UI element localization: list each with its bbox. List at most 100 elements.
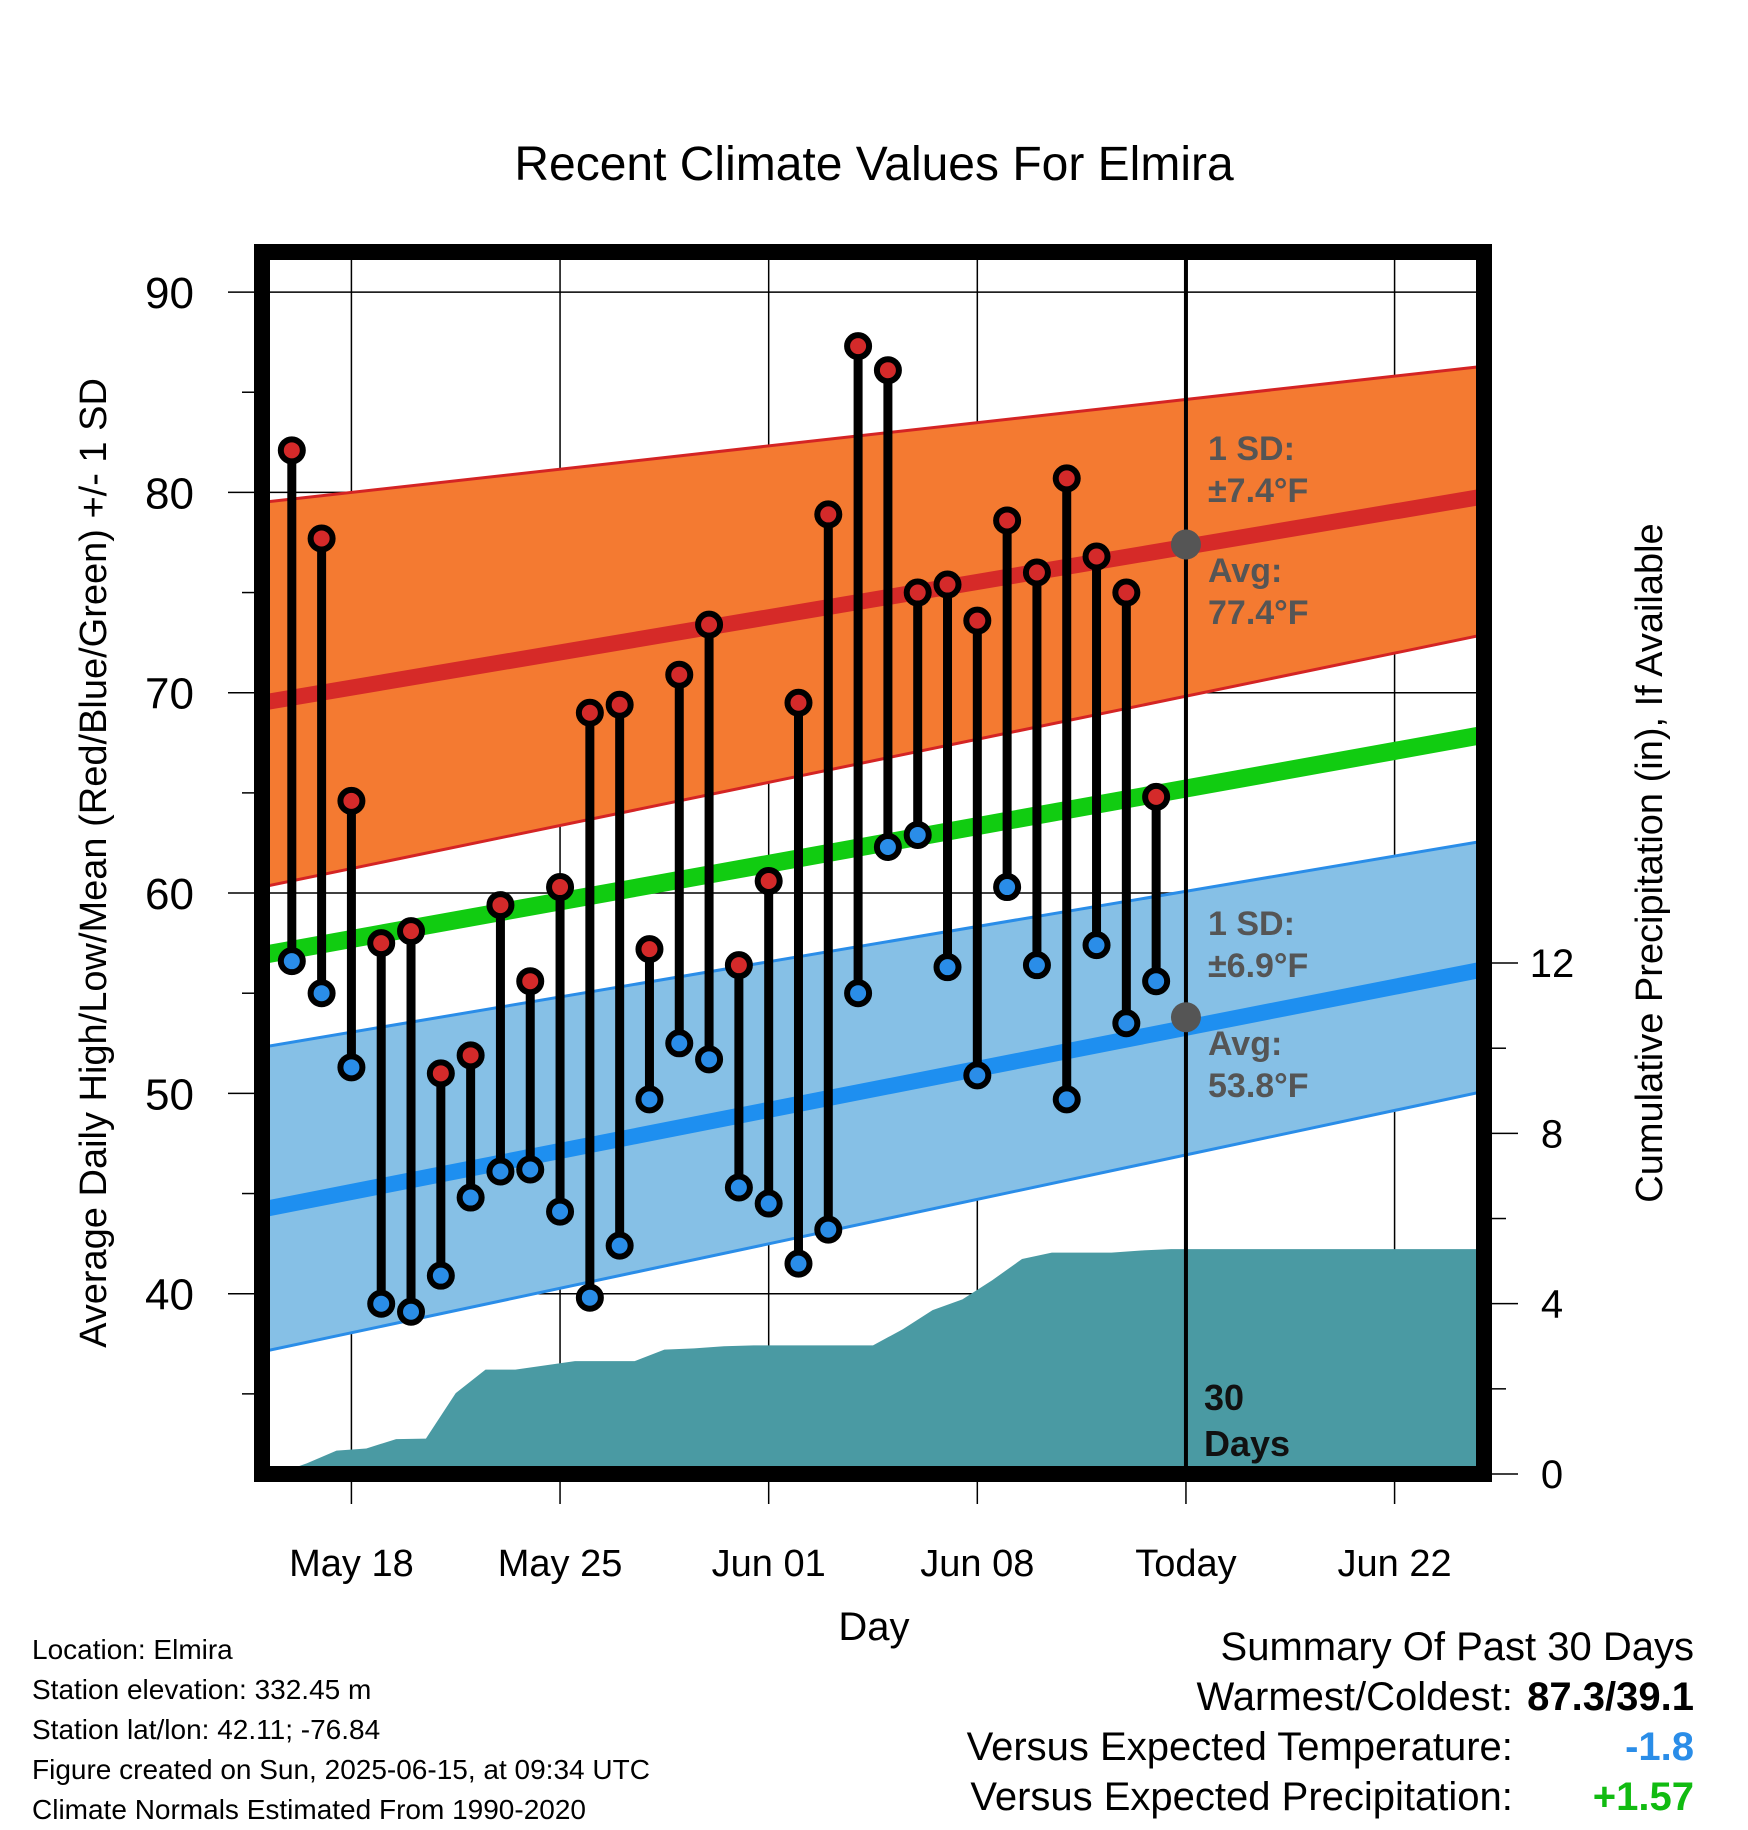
high-marker-3 — [337, 786, 366, 815]
high-marker-10 — [546, 873, 575, 902]
low-marker-26 — [1022, 951, 1051, 980]
low-marker-18 — [784, 1249, 813, 1278]
low-marker-29 — [1112, 1009, 1141, 1038]
low-marker-30 — [1142, 967, 1171, 996]
daily-markers — [277, 332, 1171, 1326]
high-marker-2 — [307, 524, 336, 553]
x-tick-label-3: Jun 08 — [920, 1543, 1034, 1585]
temp-anomaly-label: Versus Expected Temperature: — [966, 1725, 1513, 1769]
low-marker-22 — [903, 820, 932, 849]
low-marker-6 — [426, 1261, 455, 1290]
high-avg-label: Avg: — [1208, 552, 1282, 590]
chart-annotations: 1 SD: ±7.4°F Avg: 77.4°F 1 SD: ±6.9°F Avg: 53.8… — [1170, 430, 1309, 1464]
high-marker-4 — [367, 929, 396, 958]
station-info: Location: Elmira Station elevation: 332.… — [32, 1630, 650, 1830]
high-sd-value: ±7.4°F — [1208, 472, 1308, 510]
low-marker-12 — [605, 1231, 634, 1260]
summary-precip-row: Versus Expected Precipitation: +1.57 — [967, 1772, 1694, 1822]
today-low-avg-marker — [1170, 1002, 1201, 1033]
summary-panel: Summary Of Past 30 Days Warmest/Coldest:… — [967, 1622, 1694, 1822]
x-tick-label-5: Jun 22 — [1338, 1543, 1452, 1585]
high-marker-11 — [575, 698, 604, 727]
high-marker-26 — [1022, 558, 1051, 587]
low-sd-value: ±6.9°F — [1208, 947, 1308, 985]
high-marker-16 — [724, 951, 753, 980]
x-tick-label-1: May 25 — [498, 1543, 623, 1585]
info-latlon: Station lat/lon: 42.11; -76.84 — [32, 1714, 381, 1745]
high-marker-23 — [933, 570, 962, 599]
low-marker-4 — [367, 1289, 396, 1318]
x-axis-label: Day — [838, 1605, 909, 1649]
y-right-tick-label-0: 0 — [1541, 1453, 1563, 1497]
high-marker-22 — [903, 578, 932, 607]
low-marker-2 — [307, 979, 336, 1008]
low-marker-16 — [724, 1173, 753, 1202]
low-marker-10 — [546, 1197, 575, 1226]
high-sd-band-lower-edge — [262, 633, 1484, 889]
low-sd-band-upper-edge — [262, 839, 1484, 1049]
low-marker-20 — [844, 979, 873, 1008]
low-marker-5 — [397, 1297, 426, 1326]
high-marker-18 — [784, 688, 813, 717]
plot-frame — [254, 244, 1492, 1482]
high-marker-30 — [1142, 782, 1171, 811]
normal-bands — [262, 364, 1484, 1354]
low-marker-14 — [665, 1029, 694, 1058]
low-marker-15 — [695, 1045, 724, 1074]
low-mean-line — [262, 961, 1484, 1218]
high-marker-13 — [635, 935, 664, 964]
summary-title: Summary Of Past 30 Days — [1220, 1625, 1694, 1669]
low-marker-28 — [1082, 931, 1111, 960]
warmest-value: 87.3/39.1 — [1527, 1675, 1694, 1719]
precipitation-area — [276, 1249, 1484, 1474]
precip-anomaly-label: Versus Expected Precipitation: — [970, 1775, 1513, 1819]
low-sd-label: 1 SD: — [1208, 905, 1295, 943]
low-marker-1 — [277, 947, 306, 976]
warmest-label: Warmest/Coldest: — [1196, 1675, 1513, 1719]
y-left-tick-label-1: 50 — [145, 1070, 194, 1119]
window-days-label: Days — [1204, 1423, 1290, 1464]
low-marker-24 — [963, 1061, 992, 1090]
high-marker-25 — [993, 506, 1022, 535]
high-marker-1 — [277, 436, 306, 465]
summary-temp-row: Versus Expected Temperature: -1.8 — [967, 1722, 1694, 1772]
high-marker-27 — [1052, 464, 1081, 493]
x-tick-label-0: May 18 — [289, 1543, 414, 1585]
precip-anomaly-value: +1.57 — [1592, 1775, 1694, 1819]
summary-warmest-row: Warmest/Coldest: 87.3/39.1 — [967, 1672, 1695, 1722]
high-marker-28 — [1082, 542, 1111, 571]
high-avg-value: 77.4°F — [1208, 594, 1309, 632]
low-marker-17 — [754, 1189, 783, 1218]
low-avg-label: Avg: — [1208, 1025, 1282, 1063]
high-sd-band-upper-edge — [262, 364, 1484, 504]
high-marker-17 — [754, 867, 783, 896]
y-right-tick-label-1: 4 — [1541, 1283, 1563, 1327]
y-axis-left-label: Average Daily High/Low/Mean (Red/Blue/Gr… — [73, 378, 115, 1348]
low-marker-3 — [337, 1053, 366, 1082]
info-normals: Climate Normals Estimated From 1990-2020 — [32, 1794, 586, 1825]
low-sd-band-lower-edge — [262, 1089, 1484, 1354]
mean-line — [262, 725, 1484, 965]
precip-area — [276, 1249, 1484, 1474]
low-marker-13 — [635, 1085, 664, 1114]
high-marker-5 — [397, 917, 426, 946]
low-marker-7 — [456, 1183, 485, 1212]
info-elevation: Station elevation: 332.45 m — [32, 1674, 372, 1705]
low-marker-23 — [933, 953, 962, 982]
y-left-tick-label-2: 60 — [145, 870, 194, 919]
high-marker-15 — [695, 610, 724, 639]
low-marker-21 — [873, 832, 902, 861]
low-marker-19 — [814, 1215, 843, 1244]
low-marker-11 — [575, 1283, 604, 1312]
high-sd-label: 1 SD: — [1208, 430, 1295, 468]
high-marker-12 — [605, 690, 634, 719]
low-avg-value: 53.8°F — [1208, 1067, 1309, 1105]
high-marker-20 — [844, 332, 873, 361]
info-location: Location: Elmira — [32, 1634, 233, 1665]
high-marker-9 — [516, 967, 545, 996]
high-marker-14 — [665, 660, 694, 689]
x-tick-label-2: Jun 01 — [712, 1543, 826, 1585]
y-left-tick-label-4: 80 — [145, 469, 194, 518]
high-marker-7 — [456, 1041, 485, 1070]
